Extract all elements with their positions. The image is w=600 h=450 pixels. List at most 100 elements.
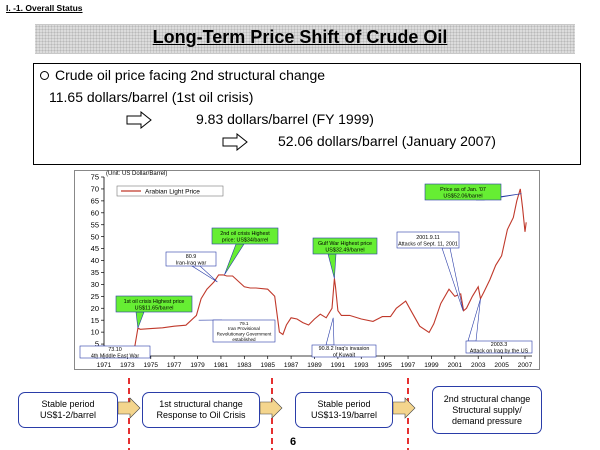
- x-tick-label: 2001: [448, 362, 463, 369]
- callout-text: 79.1: [240, 321, 249, 326]
- callout-pointer: [467, 298, 481, 342]
- y-tick-label: 45: [91, 244, 99, 253]
- callout-text: 80.9: [186, 254, 197, 260]
- callout-box: [115, 295, 193, 313]
- y-tick-label: 55: [91, 220, 99, 229]
- summary-line-2: 9.83 dollars/barrel (FY 1999): [196, 111, 374, 127]
- series-line-arabian-light: [103, 188, 527, 352]
- right-arrow-icon: [126, 111, 152, 129]
- page-number: 6: [290, 436, 297, 448]
- callout-pointer: [441, 247, 464, 311]
- phase-2-line-2: Response to Oil Crisis: [156, 410, 246, 420]
- callout-text: Attack on Iraq by the US: [470, 348, 529, 354]
- x-tick-label: 1985: [260, 362, 275, 369]
- y-tick-label: 60: [91, 208, 99, 217]
- callout-pointer: [224, 243, 245, 276]
- section-label: I. -1. Overall Status: [6, 3, 83, 13]
- x-tick-label: 1987: [284, 362, 299, 369]
- callout-box: [165, 251, 217, 267]
- bullet-circle-icon: [40, 71, 49, 80]
- callout-pointer: [327, 253, 337, 279]
- callout-pointer: [325, 317, 335, 346]
- phase-1-line-2: US$1-2/barrel: [39, 410, 97, 420]
- page-title: Long-Term Price Shift of Crude Oil: [152, 27, 448, 47]
- callout-pointer: [190, 265, 218, 283]
- callout-text: 4th Middle East War: [91, 353, 140, 359]
- callout-text: Revolutionary Government: [217, 332, 272, 337]
- y-axis-unit-label: (Unit: US Dollar/Barrel): [106, 171, 167, 177]
- x-tick-label: 2007: [518, 362, 533, 369]
- summary-box: [33, 63, 581, 165]
- y-tick-label: 30: [91, 280, 99, 289]
- title-banner: [35, 24, 575, 54]
- callout-text: established: [232, 337, 256, 342]
- phase-3-line-2: US$13-19/barrel: [310, 410, 378, 420]
- y-tick-label: 65: [91, 196, 99, 205]
- phase-box-1: Stable period US$1-2/barrel: [18, 392, 118, 428]
- summary-line-1: 11.65 dollars/barrel (1st oil crisis): [49, 89, 254, 105]
- callout-box: [79, 345, 151, 359]
- callout-box: [312, 237, 378, 255]
- callout-text: US$32.49/barrel: [325, 247, 364, 253]
- x-tick-label: 1973: [120, 362, 135, 369]
- phase-arrow-icon: [392, 397, 416, 419]
- y-tick-label: 70: [91, 185, 99, 194]
- y-tick-label: 75: [91, 173, 99, 182]
- callout-text: US$52.06/barrel: [443, 193, 482, 199]
- phase-box-2: 1st structural change Response to Oil Cr…: [142, 392, 260, 428]
- callout-pointer: [135, 311, 145, 329]
- callout-box: [424, 183, 502, 201]
- y-tick-label: 40: [91, 256, 99, 265]
- x-tick-label: 1981: [214, 362, 229, 369]
- right-arrow-icon: [222, 133, 248, 151]
- x-tick-label: 1997: [401, 362, 416, 369]
- phase-2-line-1: 1st structural change: [159, 399, 243, 409]
- callout-text: 2nd oil crisis Highest: [220, 231, 270, 237]
- chart-frame: [74, 170, 540, 370]
- x-tick-label: 1979: [190, 362, 205, 369]
- phase-box-4: 2nd structural change Structural supply/…: [432, 386, 542, 434]
- x-tick-label: 1993: [354, 362, 369, 369]
- x-tick-label: 1991: [331, 362, 346, 369]
- callout-box: [211, 227, 279, 245]
- legend-label: Arabian Light Price: [145, 189, 200, 196]
- y-tick-label: 20: [91, 304, 99, 313]
- y-tick-label: 15: [91, 316, 99, 325]
- callout-box: [396, 231, 460, 249]
- x-tick-label: 2005: [494, 362, 509, 369]
- y-tick-label: 10: [91, 328, 99, 337]
- phase-box-3: Stable period US$13-19/barrel: [295, 392, 393, 428]
- callout-text: Gulf War Highest price: [318, 241, 372, 247]
- callout-text: Iran Provisional: [228, 326, 260, 331]
- callout-text: Attacks of Sept. 11, 2001: [398, 241, 458, 247]
- callout-text: Iran-Iraq war: [176, 260, 207, 266]
- callout-text: Price as of Jan. '07: [440, 187, 486, 193]
- callout-text: 73.10: [108, 347, 122, 353]
- x-tick-label: 1971: [97, 362, 112, 369]
- callout-text: 1st oil crisis Highest price: [124, 299, 185, 305]
- callout-text: price: US$34/barrel: [222, 237, 268, 243]
- y-tick-label: 5: [95, 340, 99, 349]
- callout-text: of Kuwait: [333, 352, 356, 358]
- callout-text: 2001.9.11: [416, 235, 440, 241]
- callout-text: US$11.65/barrel: [135, 305, 174, 311]
- callout-box: [311, 344, 377, 358]
- callout-box: [212, 319, 276, 343]
- phase-arrow-icon: [259, 397, 283, 419]
- x-tick-label: 2003: [471, 362, 486, 369]
- x-tick-label: 1983: [237, 362, 252, 369]
- y-tick-label: 35: [91, 268, 99, 277]
- callout-text: 90.8.2 Iraq's invasion: [319, 346, 370, 352]
- phase-4-line-1: 2nd structural change: [443, 393, 531, 404]
- phase-4-line-2: Structural supply/: [452, 404, 522, 415]
- y-tick-label: 25: [91, 292, 99, 301]
- phase-1-line-1: Stable period: [41, 399, 95, 409]
- x-tick-label: 1977: [167, 362, 182, 369]
- x-tick-label: 1999: [424, 362, 439, 369]
- x-tick-label: 1989: [307, 362, 322, 369]
- phase-arrow-icon: [117, 397, 141, 419]
- phase-4-line-3: demand pressure: [451, 415, 523, 426]
- y-tick-label: 50: [91, 232, 99, 241]
- legend-box: [116, 185, 224, 197]
